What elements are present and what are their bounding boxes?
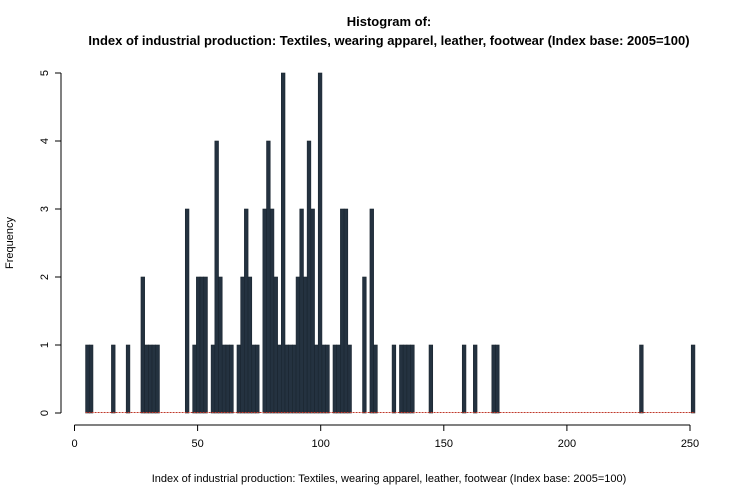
histogram-bar — [690, 344, 696, 414]
x-axis: 0 50 100 150 200 250 — [71, 424, 699, 450]
histogram-bar — [347, 344, 352, 414]
x-tick-label: 250 — [681, 438, 699, 450]
histogram-bar — [314, 344, 319, 414]
histogram-bar — [473, 344, 478, 414]
x-tick-label: 50 — [191, 438, 203, 450]
chart-title: Histogram of: — [347, 14, 432, 29]
histogram-bar — [155, 344, 160, 414]
histogram-bar — [218, 276, 223, 414]
x-tick-label: 150 — [435, 438, 453, 450]
histogram-bar — [299, 208, 304, 414]
histogram-bar — [203, 276, 208, 414]
histogram-bar — [277, 344, 282, 414]
histogram-bar — [85, 344, 90, 414]
y-tick-label: 2 — [39, 274, 51, 280]
x-tick-label: 200 — [558, 438, 576, 450]
histogram-bar — [332, 344, 338, 414]
histogram-bar — [236, 344, 241, 414]
histogram-bar — [373, 344, 378, 414]
histogram-bar — [148, 344, 153, 414]
histogram-bar — [325, 344, 330, 414]
histogram-bar — [281, 72, 286, 414]
chart-subtitle: Index of industrial production: Textiles… — [88, 33, 689, 48]
histogram-bar — [255, 344, 260, 414]
histogram-bar — [391, 344, 397, 414]
histogram-bar — [399, 344, 404, 414]
y-tick-label: 0 — [39, 410, 51, 416]
histogram-bar — [229, 344, 234, 414]
histogram-bar — [284, 344, 289, 414]
histogram-bar — [88, 344, 94, 414]
histogram-bar — [244, 208, 249, 414]
histogram-bar — [336, 344, 341, 414]
histogram-bar — [340, 208, 345, 414]
histogram-bar — [221, 344, 227, 414]
histogram-bar — [225, 344, 230, 414]
histogram-bar — [196, 276, 201, 414]
histogram-bar — [495, 344, 500, 414]
y-tick-label: 4 — [39, 138, 51, 144]
histogram-bar — [240, 276, 245, 414]
histogram-bar — [210, 344, 216, 414]
y-axis: 0 1 2 3 4 5 — [39, 70, 62, 416]
x-axis-label: Index of industrial production: Textiles… — [152, 473, 627, 485]
histogram-bar — [262, 208, 267, 414]
histogram-bar — [292, 344, 297, 414]
histogram-bar — [402, 344, 408, 414]
histogram-bar — [273, 276, 278, 414]
y-tick-label: 5 — [39, 70, 51, 76]
histogram-bar — [306, 140, 312, 414]
histogram-bar — [111, 344, 116, 414]
histogram-bar — [461, 344, 467, 414]
y-tick-label: 1 — [39, 342, 51, 348]
histogram-bar — [192, 344, 197, 414]
histogram-bar — [303, 276, 308, 414]
histogram-bar — [406, 344, 411, 414]
histogram-bar — [369, 208, 374, 414]
histogram-bar — [317, 72, 323, 414]
histogram-bar — [144, 344, 149, 414]
histogram-bar — [266, 140, 271, 414]
histogram-bar — [269, 208, 275, 414]
histogram-bar — [251, 344, 256, 414]
histogram-bar — [288, 344, 293, 414]
y-axis-label: Frequency — [4, 217, 16, 269]
histogram-bar — [428, 344, 434, 414]
histogram-bar — [410, 344, 415, 414]
histogram-bar — [310, 208, 315, 414]
histogram-bar — [151, 344, 157, 414]
histogram-bar — [321, 344, 326, 414]
histogram-bar — [639, 344, 644, 414]
histogram-bar — [140, 276, 145, 414]
histogram-bar — [343, 208, 349, 414]
bars-layer — [85, 72, 696, 414]
histogram-bar — [247, 276, 253, 414]
y-tick-label: 3 — [39, 206, 51, 212]
x-tick-label: 100 — [312, 438, 330, 450]
histogram-bar — [214, 140, 219, 414]
histogram-bar — [184, 208, 190, 414]
histogram-bar — [491, 344, 496, 414]
histogram-bar — [362, 276, 367, 414]
x-tick-label: 0 — [71, 438, 77, 450]
histogram-bar — [125, 344, 131, 414]
histogram-bar — [199, 276, 205, 414]
histogram-bar — [295, 276, 301, 414]
